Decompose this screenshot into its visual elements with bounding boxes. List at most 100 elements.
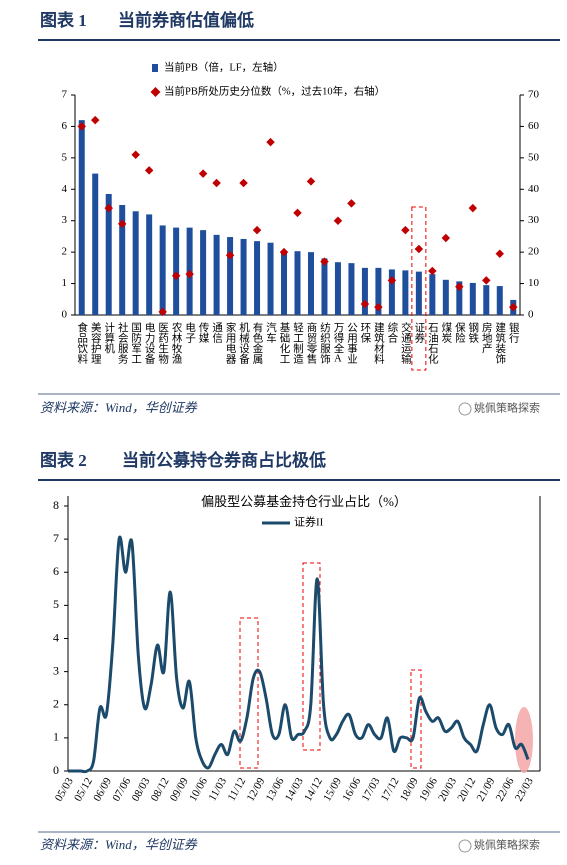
bar: [267, 242, 274, 315]
y2-tick-label: 50: [528, 151, 540, 163]
marker: [77, 122, 86, 131]
wm-icon: [458, 402, 472, 416]
legend-label: 当前PB（倍，LF，左轴）: [164, 60, 284, 73]
y-tick-label: 6: [62, 120, 68, 132]
x-tick-label: 12/09: [245, 775, 268, 803]
figure-label: 图表 2: [40, 450, 87, 470]
x-tick-label: 保险: [454, 321, 465, 344]
y2-tick-label: 40: [528, 183, 540, 195]
x-tick-label: 万得全A: [332, 322, 343, 365]
x-tick-label: 23/03: [513, 775, 536, 803]
y2-tick-label: 20: [528, 246, 540, 258]
legend-label: 当前PB所处历史分位数（%，过去10年，右轴）: [164, 84, 385, 97]
marker: [131, 150, 140, 159]
y-tick-label: 8: [53, 498, 59, 512]
bar: [132, 211, 139, 315]
marker: [90, 115, 100, 125]
x-tick-label: 22/06: [494, 775, 517, 803]
x-tick-label: 食品饮料: [76, 321, 87, 365]
bar: [483, 285, 490, 315]
figure-title: 当前公募持仓券商占比极低: [122, 450, 326, 470]
marker: [252, 225, 262, 235]
x-tick-label: 08/03: [130, 775, 153, 803]
marker: [239, 178, 248, 188]
x-tick-label: 14/03: [283, 775, 306, 803]
x-tick-label: 环保: [359, 322, 370, 344]
y-tick-label: 4: [53, 630, 59, 644]
x-tick-label: 通信: [211, 322, 222, 344]
bar: [105, 194, 112, 315]
marker: [495, 249, 505, 258]
x-tick-label: 有色金属: [252, 321, 263, 365]
x-tick-label: 电力设备: [144, 321, 155, 365]
bar: [429, 274, 436, 315]
bar: [213, 234, 220, 315]
marker: [482, 276, 491, 285]
x-tick-label: 电子: [184, 321, 195, 343]
x-tick-label: 19/06: [417, 775, 440, 803]
marker: [212, 178, 221, 188]
x-tick-label: 国防军工: [130, 322, 141, 364]
x-tick-label: 18/09: [398, 775, 421, 803]
bar: [254, 241, 261, 315]
x-tick-label: 05/03: [53, 775, 76, 803]
x-tick-label: 06/09: [91, 775, 114, 803]
marker: [333, 216, 343, 225]
marker: [144, 166, 154, 175]
y2-tick-label: 60: [528, 120, 540, 132]
marker: [428, 266, 437, 276]
marker: [347, 199, 356, 208]
bar: [240, 238, 247, 315]
x-tick-label: 公用事业: [346, 322, 357, 364]
y-tick-label: 2: [53, 697, 59, 711]
y-tick-label: 3: [62, 214, 68, 226]
bar: [78, 120, 85, 316]
y-tick-label: 7: [62, 89, 68, 101]
y2-tick-label: 70: [528, 89, 540, 101]
y2-tick-label: 0: [528, 309, 534, 321]
marker: [441, 233, 451, 243]
marker: [117, 219, 127, 229]
x-tick-label: 15/09: [321, 775, 344, 803]
y-tick-label: 4: [62, 183, 68, 195]
x-tick-label: 08/12: [149, 776, 172, 804]
x-tick-label: 农林牧渔: [171, 321, 182, 365]
x-tick-label: 医药生物: [157, 322, 168, 365]
bar: [307, 252, 314, 315]
marker: [198, 169, 208, 178]
marker: [360, 299, 370, 309]
x-tick-label: 07/06: [110, 775, 133, 803]
y-tick-label: 0: [62, 309, 68, 321]
bar: [92, 173, 99, 315]
y-tick-label: 1: [53, 730, 59, 744]
x-tick-label: 美容护理: [90, 321, 101, 364]
x-tick-label: 16/06: [340, 775, 363, 803]
marker: [158, 307, 167, 317]
x-tick-label: 机械设备: [238, 321, 249, 365]
x-tick-label: 09/09: [168, 775, 191, 803]
highlight-box: [302, 562, 321, 751]
x-tick-label: 银行: [508, 321, 519, 344]
x-tick-label: 综合: [386, 321, 397, 344]
y-tick-label: 1: [62, 277, 68, 289]
bar: [334, 262, 341, 315]
legend-marker: [152, 64, 158, 72]
bar: [173, 227, 180, 315]
y-tick-label: 2: [62, 246, 68, 258]
x-tick-label: 交通运输: [400, 321, 411, 365]
marker: [387, 276, 397, 285]
bar: [281, 250, 288, 315]
marker: [279, 247, 289, 257]
y-tick-label: 3: [53, 663, 59, 677]
x-tick-label: 钢铁: [467, 321, 478, 344]
highlight-box: [410, 669, 422, 769]
x-tick-label: 石油石化: [427, 322, 438, 365]
highlight-ellipse: [515, 707, 533, 773]
x-tick-label: 11/12: [226, 776, 249, 803]
x-tick-label: 10/06: [187, 775, 210, 803]
x-tick-label: 20/03: [436, 775, 459, 803]
x-tick-label: 商贸零售: [305, 321, 316, 365]
x-tick-label: 纺织服饰: [319, 321, 330, 365]
highlight-box: [239, 617, 259, 769]
